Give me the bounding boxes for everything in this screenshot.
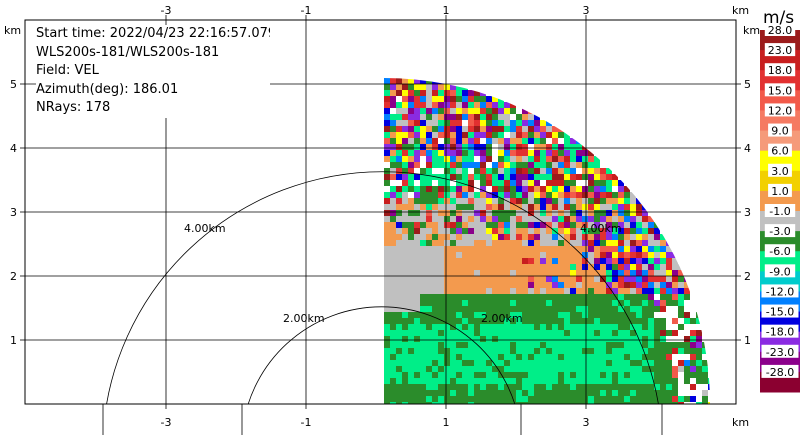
y-tick-label-right: 2 (744, 270, 751, 283)
colorbar-label-bg (768, 123, 792, 137)
azimuth-text: Azimuth(deg): 186.01 (36, 81, 179, 97)
y-tick-label-left: 1 (10, 334, 17, 347)
colorbar-label: 18.0 (768, 64, 793, 77)
colorbar-label-bg (764, 23, 796, 36)
y-tick-label-left: 2 (10, 270, 17, 283)
colorbar-label-bg (768, 163, 792, 177)
ring-label: 2.00km (283, 312, 325, 325)
y-tick-label-right: 4 (744, 142, 751, 155)
ring-label: 4.00km (184, 222, 226, 235)
x-tick-label-bottom: 3 (583, 416, 590, 429)
colorbar: 28.0 23.0 18.0 15.0 12.0 9.0 6.0 3.0 1.0 -1.0 -3.0… (760, 23, 800, 393)
y-tick-label-left: 5 (10, 78, 17, 91)
colorbar-label: 12.0 (768, 104, 793, 117)
colorbar-label-bg (768, 143, 792, 157)
colorbar-label-bg (761, 364, 799, 378)
x-unit-top: km (732, 4, 749, 17)
colorbar-label-bg (764, 224, 796, 238)
colorbar-label-bg (761, 344, 799, 358)
x-unit-bottom: km (732, 416, 749, 429)
x-tick-label-top: 3 (583, 4, 590, 17)
colorbar-label-bg (764, 264, 796, 278)
site-text: WLS200s-181/WLS200s-181 (36, 44, 220, 60)
velocity-field (384, 78, 710, 404)
colorbar-label-bg (764, 244, 796, 258)
ring-label: 4.00km (580, 222, 622, 235)
colorbar-label: 28.0 (768, 24, 793, 37)
colorbar-label: -6.0 (769, 245, 790, 258)
colorbar-label-bg (761, 284, 799, 298)
x-tick-label-bottom: -1 (301, 416, 312, 429)
range-ring-2km-lower (102, 404, 663, 435)
y-tick-label-left: 3 (10, 206, 17, 219)
ring-label: 2.00km (481, 312, 523, 325)
colorbar-label-bg (764, 43, 796, 57)
range-ring-4km (106, 171, 659, 404)
colorbar-label: 23.0 (768, 44, 793, 57)
x-tick-label-top: 1 (443, 4, 450, 17)
colorbar-label: -9.0 (769, 265, 790, 278)
colorbar-label-bg (761, 324, 799, 338)
x-tick-label-bottom: 1 (443, 416, 450, 429)
info-box: Start time: 2022/04/23 22:16:57.079 WLS2… (36, 25, 270, 118)
x-tick-label-top: -3 (161, 4, 172, 17)
y-tick-label-right: 3 (744, 206, 751, 219)
colorbar-label-bg (764, 63, 796, 77)
colorbar-label-bg (761, 304, 799, 318)
colorbar-label-bg (764, 204, 796, 217)
x-tick-label-bottom: -3 (161, 416, 172, 429)
x-tick-label-top: -1 (301, 4, 312, 17)
colorbar-label: 15.0 (768, 84, 793, 97)
colorbar-label: -1.0 (769, 205, 790, 218)
grid-lines (25, 20, 736, 404)
colorbar-label-bg (768, 183, 792, 197)
colorbar-label: 3.0 (771, 165, 789, 178)
colorbar-unit: m/s (763, 8, 795, 28)
nrays-text: NRays: 178 (36, 100, 111, 115)
colorbar-label: -18.0 (766, 326, 794, 339)
y-tick-label-right: 1 (744, 334, 751, 347)
y-unit-left: km (4, 24, 21, 37)
colorbar-label-bg (764, 83, 796, 97)
field-text: Field: VEL (36, 63, 99, 78)
axes: -3 -3 -1 -1 1 1 3 3 1 1 2 2 3 3 4 4 5 5 km km km km (4, 4, 760, 429)
y-unit-right: km (743, 24, 760, 37)
y-tick-label-left: 4 (10, 142, 17, 155)
colorbar-label: 1.0 (771, 185, 789, 198)
colorbar-label: -28.0 (766, 366, 794, 379)
y-tick-label-right: 5 (744, 78, 751, 91)
colorbar-label-bg (764, 103, 796, 117)
colorbar-label: -12.0 (766, 285, 794, 298)
colorbar-label: 6.0 (771, 145, 789, 158)
colorbar-label: 9.0 (771, 125, 789, 138)
colorbar-label: -23.0 (766, 346, 794, 359)
range-ring-2km (247, 306, 516, 404)
start-time-text: Start time: 2022/04/23 22:16:57.079 (36, 26, 270, 41)
colorbar-label: -15.0 (766, 306, 794, 319)
colorbar-label: -3.0 (769, 225, 790, 238)
